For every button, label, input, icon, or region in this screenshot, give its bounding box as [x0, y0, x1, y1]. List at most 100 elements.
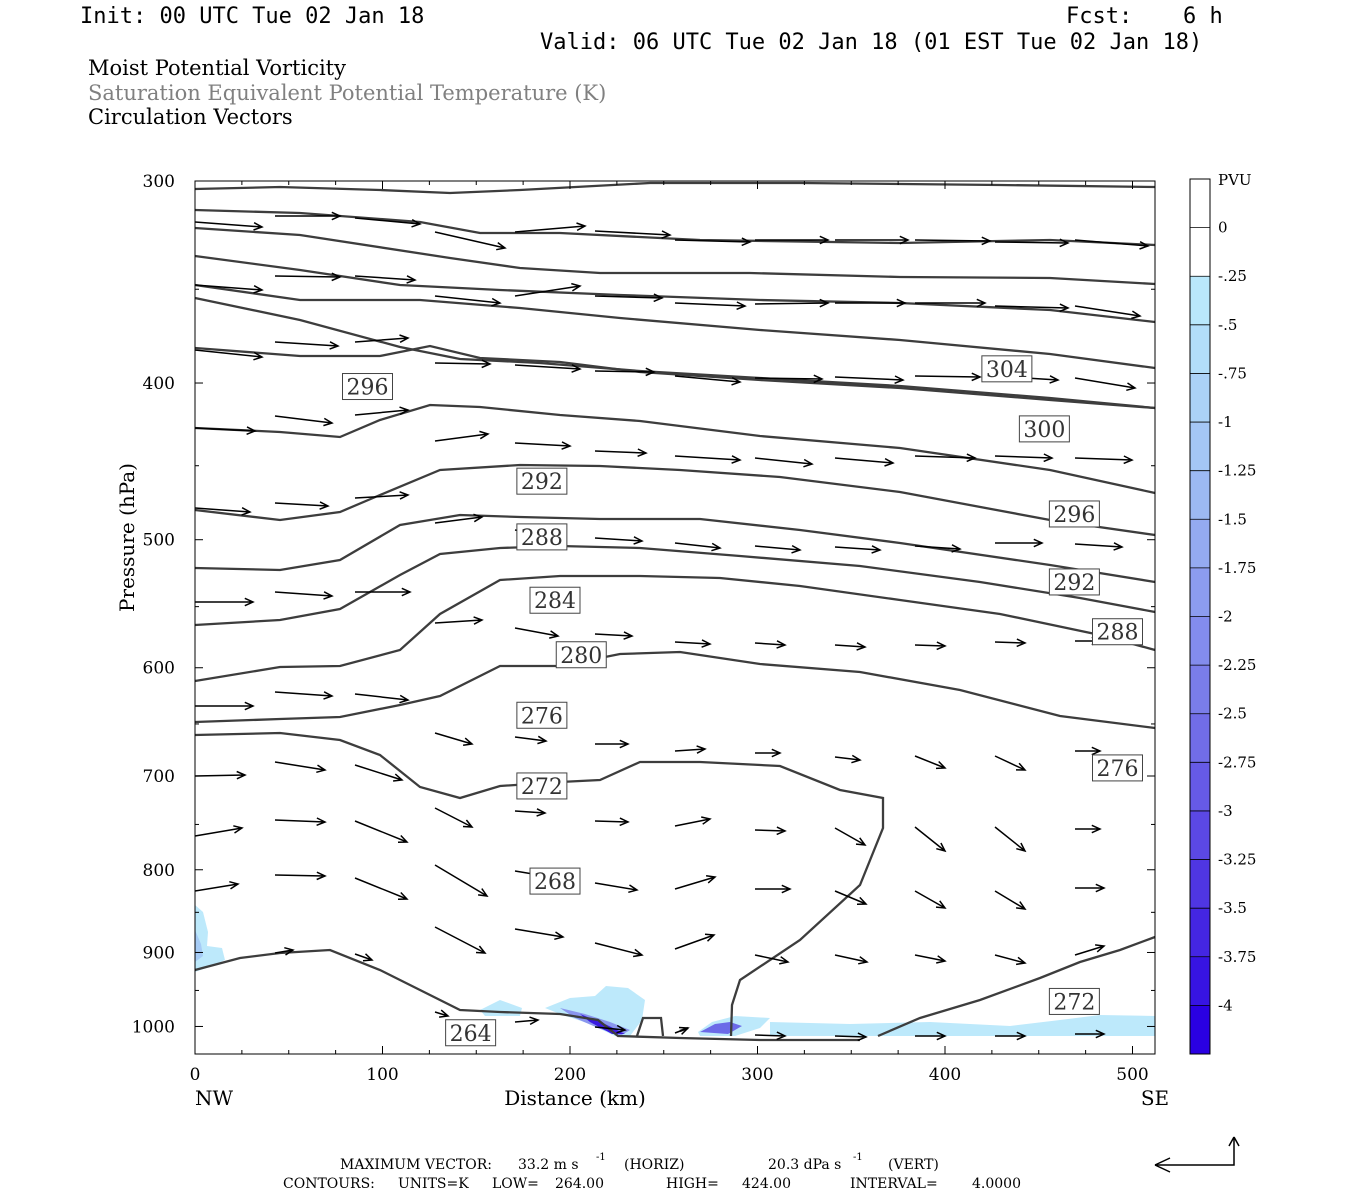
max-vector-vert-unit: (VERT) [888, 1157, 939, 1173]
colorbar-swatch [1190, 762, 1210, 812]
circulation-vector [674, 745, 707, 754]
field-title-theta-es: Saturation Equivalent Potential Temperat… [88, 81, 607, 105]
x-end-label-left: NW [195, 1086, 234, 1110]
circulation-vector [354, 275, 417, 284]
circulation-vector [834, 642, 867, 651]
contour-label-text: 264 [450, 1022, 492, 1047]
circulation-vector [354, 820, 409, 844]
circulation-vector [754, 374, 824, 384]
circulation-vector [674, 1026, 690, 1035]
contours-low-label: LOW= [492, 1176, 539, 1192]
colorbar-tick-label: -.75 [1218, 364, 1247, 382]
circulation-vector [514, 364, 582, 373]
circulation-vector [834, 754, 862, 764]
circulation-vector [194, 880, 240, 892]
circulation-vector [195, 701, 255, 711]
contour-label-box [516, 523, 568, 551]
circulation-vector [514, 808, 547, 817]
x-tick-label: 300 [741, 1065, 773, 1085]
contour-label-text: 304 [986, 358, 1028, 383]
circulation-vector [1075, 746, 1102, 756]
contour-label-box [981, 355, 1033, 383]
colorbar-swatch [1190, 616, 1210, 666]
theta-es-contour-line [194, 283, 1156, 370]
contour-label-text: 276 [1097, 757, 1139, 782]
circulation-vector [754, 826, 787, 836]
contour-label-box [445, 1019, 497, 1047]
colorbar-tick-label: -3.25 [1218, 851, 1256, 869]
colorbar-swatch [1190, 324, 1210, 374]
contour-label: 288 [516, 523, 568, 551]
circulation-vector [1075, 1029, 1106, 1039]
contour-label-box [1048, 568, 1100, 596]
circulation-vector [674, 375, 742, 386]
y-tick-label: 800 [143, 861, 175, 881]
contour-label: 272 [1048, 987, 1100, 1015]
circulation-vector [594, 817, 630, 827]
circulation-vector [674, 875, 717, 890]
colorbar-tick-label: -1.5 [1218, 510, 1247, 528]
contour-label-box [342, 373, 393, 401]
contour-label-box [1092, 618, 1143, 646]
circulation-vector [594, 631, 634, 640]
circulation-vector [1074, 944, 1106, 956]
circulation-vector [434, 807, 474, 828]
circulation-vector [354, 764, 404, 782]
superscript-vert: -1 [853, 1152, 863, 1163]
circulation-vector [434, 359, 492, 369]
circulation-vector [194, 825, 244, 837]
circulation-vector [194, 426, 257, 435]
circulation-vector [354, 334, 410, 343]
circulation-vector [434, 864, 489, 897]
theta-es-contour-line [877, 935, 1156, 1038]
circulation-vector [434, 295, 502, 307]
circulation-vector [834, 890, 868, 905]
contour-label-text: 288 [521, 526, 563, 551]
contour-label-box [1048, 500, 1100, 528]
circulation-vector [514, 441, 572, 450]
colorbar-unit: PVU [1218, 171, 1252, 189]
pv-shading-area [195, 930, 203, 962]
y-tick-label: 500 [143, 531, 175, 551]
contour-label-text: 288 [1097, 621, 1139, 646]
circulation-vector [274, 946, 295, 956]
contour-label-text: 296 [347, 376, 389, 401]
colorbar-tick-label: -3.5 [1218, 899, 1247, 917]
circulation-vector [995, 1031, 1027, 1041]
circulation-vector [434, 1009, 450, 1018]
colorbar-tick-label: -3 [1218, 802, 1233, 820]
contour-label-box [516, 467, 568, 495]
circulation-vector [914, 372, 982, 382]
colorbar-tick-label: -.25 [1218, 267, 1247, 285]
contour-label: 276 [1092, 754, 1143, 782]
colorbar-tick-label: 0 [1218, 219, 1228, 237]
circulation-vector [514, 627, 560, 639]
circulation-vector [994, 890, 1027, 910]
contour-label-box [1048, 987, 1100, 1015]
circulation-vector [354, 406, 410, 416]
colorbar-swatch [1190, 470, 1210, 520]
circulation-vector [674, 301, 747, 310]
x-tick-label: 100 [366, 1065, 398, 1085]
contour-label: 296 [1048, 500, 1100, 528]
circulation-vector [434, 231, 507, 251]
circulation-vector [914, 236, 992, 246]
circulation-vector [594, 942, 644, 958]
circulation-vector [1074, 455, 1134, 465]
circulation-vector [754, 298, 830, 308]
circulation-vector [834, 457, 895, 467]
colorbar-swatch [1190, 227, 1210, 277]
circulation-vector [835, 298, 907, 308]
colorbar-swatch [1190, 179, 1210, 229]
circulation-vector [994, 755, 1027, 771]
circulation-vector [914, 826, 947, 853]
theta-es-contour-line [194, 731, 885, 1037]
contour-label-text: 272 [521, 775, 563, 800]
theta-es-contour-line [194, 650, 1156, 730]
circulation-vector [274, 761, 327, 774]
plot-frame [194, 180, 1156, 1055]
circulation-vector [915, 298, 987, 308]
contour-label: 280 [555, 641, 607, 669]
circulation-vector [194, 349, 264, 361]
